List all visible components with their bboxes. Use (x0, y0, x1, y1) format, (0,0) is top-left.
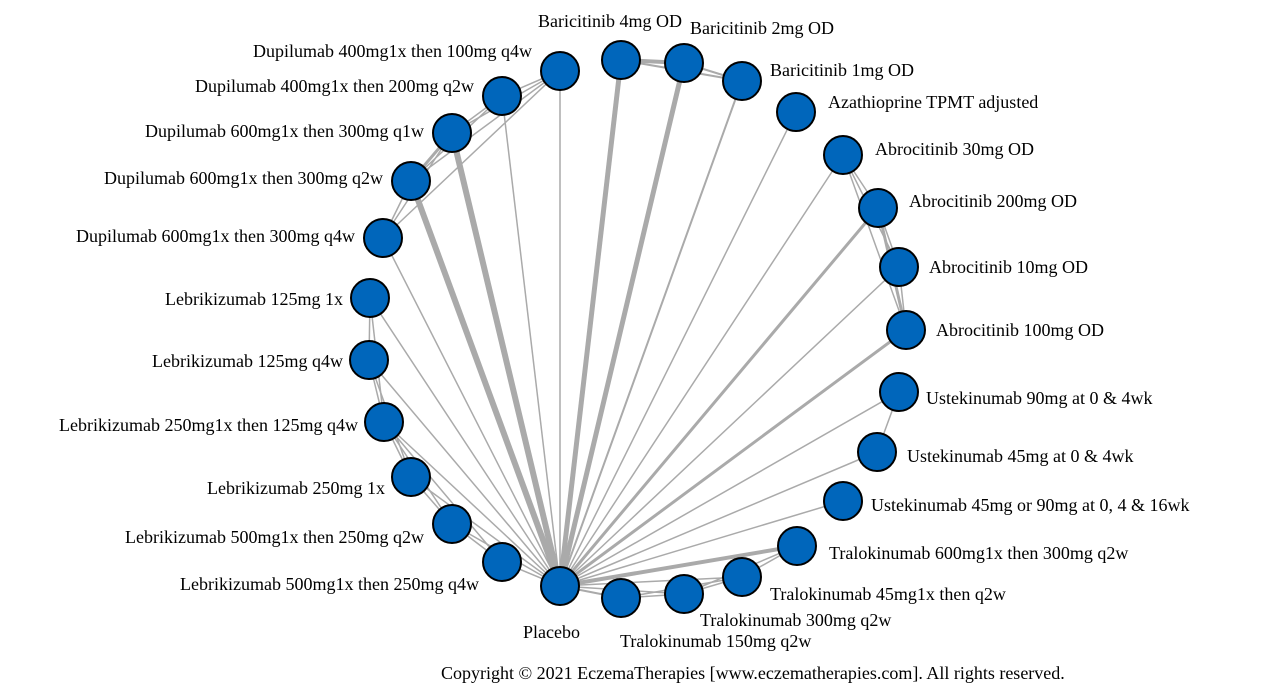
node-bar4[interactable] (601, 40, 641, 80)
node-tra45[interactable] (722, 557, 762, 597)
node-label-bar4: Baricitinib 4mg OD (538, 11, 682, 31)
node-label-ust90: Ustekinumab 90mg at 0 & 4wk (926, 388, 1152, 408)
node-label-leb125q4: Lebrikizumab 125mg q4w (152, 351, 343, 371)
node-abr30[interactable] (823, 135, 863, 175)
edge-pbo-bar4 (557, 59, 624, 587)
edge-pbo-aza (559, 111, 797, 587)
node-label-abr30: Abrocitinib 30mg OD (875, 139, 1034, 159)
node-label-abr10: Abrocitinib 10mg OD (929, 257, 1088, 277)
node-ust90[interactable] (879, 372, 919, 412)
node-label-dup600q4: Dupilumab 600mg1x then 300mg q4w (76, 226, 355, 246)
node-abr10[interactable] (879, 247, 919, 287)
node-aza[interactable] (776, 92, 816, 132)
edge-pbo-dup600q1 (449, 132, 563, 587)
node-dup400q2[interactable] (482, 76, 522, 116)
node-label-bar1: Baricitinib 1mg OD (770, 60, 914, 80)
node-dup600q4[interactable] (363, 218, 403, 258)
node-label-ust45: Ustekinumab 45mg at 0 & 4wk (907, 446, 1133, 466)
node-abr100[interactable] (886, 310, 926, 350)
edge-pbo-bar2 (557, 62, 687, 587)
node-tra300[interactable] (664, 574, 704, 614)
node-ust45[interactable] (857, 432, 897, 472)
node-dup600q2[interactable] (391, 161, 431, 201)
node-label-aza: Azathioprine TPMT adjusted (828, 92, 1038, 112)
node-abr200[interactable] (858, 188, 898, 228)
node-leb500q4[interactable] (482, 542, 522, 582)
edge-pbo-abr100 (559, 328, 907, 588)
edge-abr30-abr100 (842, 154, 907, 331)
node-label-leb125: Lebrikizumab 125mg 1x (165, 289, 343, 309)
node-label-leb250q4: Lebrikizumab 250mg1x then 125mg q4w (59, 415, 358, 435)
node-label-bar2: Baricitinib 2mg OD (690, 18, 834, 38)
node-leb500q2[interactable] (432, 504, 472, 544)
node-tra600[interactable] (777, 526, 817, 566)
node-label-ust4590: Ustekinumab 45mg or 90mg at 0, 4 & 16wk (871, 495, 1189, 515)
node-label-leb500q4: Lebrikizumab 500mg1x then 250mg q4w (180, 574, 479, 594)
edge-pbo-ust90 (559, 391, 900, 587)
edge-pbo-bar1 (559, 80, 743, 587)
node-tra150[interactable] (601, 578, 641, 618)
edge-pbo-leb250 (410, 476, 561, 587)
node-label-tra45: Tralokinumab 45mg1x then q2w (770, 584, 1006, 604)
edge-dup600q2-dup400q4 (410, 70, 561, 182)
edge-pbo-abr30 (559, 154, 844, 587)
node-pbo[interactable] (540, 566, 580, 606)
edge-dup600q4-dup400q4 (382, 70, 561, 239)
node-label-abr100: Abrocitinib 100mg OD (936, 320, 1104, 340)
node-label-pbo: Placebo (523, 622, 580, 642)
node-label-tra600: Tralokinumab 600mg1x then 300mg q2w (829, 543, 1128, 563)
edge-pbo-leb125 (369, 297, 561, 587)
edges-layer (368, 58, 908, 599)
node-leb250[interactable] (391, 457, 431, 497)
edge-pbo-dup400q2 (501, 95, 561, 587)
node-dup600q1[interactable] (432, 113, 472, 153)
node-leb125[interactable] (350, 278, 390, 318)
edge-pbo-leb250q4 (383, 421, 561, 587)
node-label-tra300: Tralokinumab 300mg q2w (700, 610, 891, 630)
edge-pbo-tra600 (559, 544, 798, 588)
copyright-notice: Copyright © 2021 EczemaTherapies [www.ec… (441, 663, 1065, 683)
node-dup400q4[interactable] (540, 51, 580, 91)
node-leb125q4[interactable] (349, 340, 389, 380)
node-leb250q4[interactable] (364, 402, 404, 442)
node-label-abr200: Abrocitinib 200mg OD (909, 191, 1077, 211)
node-label-tra150: Tralokinumab 150mg q2w (620, 631, 811, 651)
edge-pbo-ust45 (559, 451, 878, 587)
nodes-layer (349, 40, 926, 618)
edge-pbo-abr10 (559, 266, 900, 587)
node-ust4590[interactable] (823, 481, 863, 521)
node-label-dup400q2: Dupilumab 400mg1x then 200mg q2w (195, 76, 474, 96)
edge-pbo-leb125q4 (368, 359, 561, 587)
edge-leb250q4-leb500q4 (383, 421, 503, 563)
node-label-dup400q4: Dupilumab 400mg1x then 100mg q4w (253, 41, 532, 61)
node-label-dup600q2: Dupilumab 600mg1x then 300mg q2w (104, 168, 383, 188)
edge-pbo-ust4590 (559, 500, 844, 587)
node-bar1[interactable] (722, 61, 762, 101)
edge-pbo-dup600q4 (382, 237, 561, 587)
node-label-leb500q2: Lebrikizumab 500mg1x then 250mg q2w (125, 527, 424, 547)
edge-pbo-dup600q2 (408, 179, 563, 588)
node-bar2[interactable] (664, 43, 704, 83)
edge-pbo-tra45 (559, 576, 743, 587)
node-label-dup600q1: Dupilumab 600mg1x then 300mg q1w (145, 121, 424, 141)
node-label-leb250: Lebrikizumab 250mg 1x (207, 478, 385, 498)
edge-pbo-abr200 (558, 207, 880, 587)
labels-layer: Baricitinib 4mg OD Baricitinib 2mg OD Bari… (59, 11, 1189, 651)
